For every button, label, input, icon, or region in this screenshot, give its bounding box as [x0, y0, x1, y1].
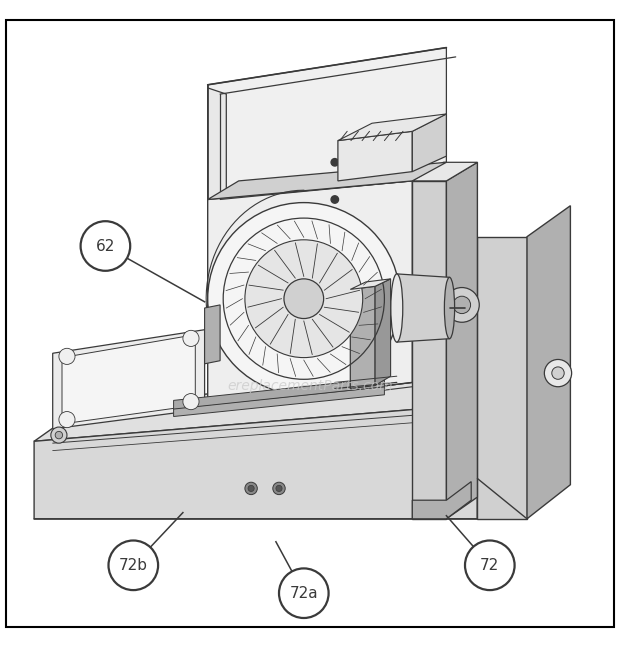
Circle shape: [59, 348, 75, 364]
Circle shape: [208, 203, 400, 395]
Polygon shape: [412, 181, 446, 519]
Circle shape: [331, 196, 339, 203]
Circle shape: [245, 482, 257, 494]
Circle shape: [108, 540, 158, 590]
Polygon shape: [477, 237, 527, 519]
Ellipse shape: [445, 278, 454, 338]
Circle shape: [552, 367, 564, 379]
Polygon shape: [350, 279, 391, 289]
Circle shape: [331, 233, 339, 241]
Circle shape: [465, 540, 515, 590]
Circle shape: [81, 221, 130, 271]
Polygon shape: [208, 48, 446, 407]
Circle shape: [183, 331, 199, 346]
Polygon shape: [205, 305, 220, 364]
Text: 62: 62: [95, 239, 115, 254]
Polygon shape: [412, 114, 446, 171]
Circle shape: [254, 249, 353, 348]
Polygon shape: [338, 131, 412, 181]
Circle shape: [59, 411, 75, 428]
Polygon shape: [208, 181, 412, 407]
Circle shape: [273, 482, 285, 494]
Polygon shape: [208, 88, 226, 413]
Text: 72: 72: [480, 558, 500, 573]
Circle shape: [279, 569, 329, 618]
Circle shape: [183, 393, 199, 410]
Circle shape: [445, 287, 479, 322]
Polygon shape: [34, 404, 477, 519]
Circle shape: [248, 485, 254, 492]
Text: ereplacementParts.com: ereplacementParts.com: [227, 378, 393, 393]
Circle shape: [331, 159, 339, 166]
Ellipse shape: [391, 274, 403, 342]
Circle shape: [544, 360, 572, 387]
Circle shape: [51, 427, 67, 443]
Circle shape: [55, 432, 63, 439]
Polygon shape: [208, 162, 446, 199]
Text: 72a: 72a: [290, 586, 318, 600]
Circle shape: [284, 279, 324, 318]
Polygon shape: [527, 206, 570, 519]
Circle shape: [453, 296, 471, 314]
Polygon shape: [53, 330, 205, 429]
Polygon shape: [397, 274, 450, 342]
Polygon shape: [338, 114, 446, 140]
Circle shape: [276, 485, 282, 492]
Polygon shape: [412, 162, 477, 181]
Polygon shape: [412, 481, 471, 519]
Polygon shape: [446, 162, 477, 519]
Polygon shape: [375, 279, 391, 386]
Polygon shape: [174, 378, 384, 409]
Polygon shape: [62, 334, 195, 424]
Text: 72b: 72b: [119, 558, 148, 573]
Polygon shape: [477, 367, 530, 519]
Circle shape: [245, 240, 363, 358]
Polygon shape: [174, 387, 384, 417]
Polygon shape: [34, 367, 530, 441]
Polygon shape: [350, 287, 375, 389]
